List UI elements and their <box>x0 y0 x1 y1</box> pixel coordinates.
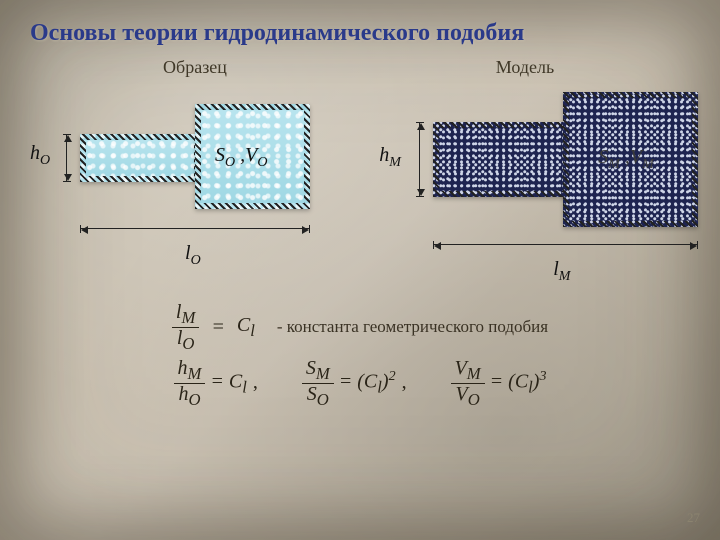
diagrams-row: hО SО ,VО lО hМ <box>30 86 690 296</box>
slide-content: Основы теории гидродинамического подобия… <box>0 0 720 540</box>
dim-h-model <box>419 122 429 197</box>
model-left-block <box>433 122 573 197</box>
dim-l-model <box>433 244 698 254</box>
var-lO: lО <box>185 242 201 269</box>
formula-row-2: hМ hО = Cl, SМ SО = (Cl)2, VМ VО = (Cl)3 <box>30 358 690 408</box>
formula-f3: SМ SО = (Cl)2, <box>302 358 413 408</box>
var-lM: lМ <box>553 258 570 285</box>
dim-h-sample <box>66 134 76 182</box>
label-model: Модель <box>360 57 690 78</box>
page-number: 27 <box>687 510 700 526</box>
var-hO: hО <box>30 142 50 169</box>
label-sample: Образец <box>30 57 360 78</box>
diagram-model: hМ SМ ,VМ lМ <box>373 86 690 296</box>
var-hM: hМ <box>379 144 401 171</box>
dim-l-sample <box>80 228 310 238</box>
var-SVO: SО ,VО <box>215 144 267 171</box>
formula-f1: lМ lО = Cl - константа геометрического п… <box>30 302 690 352</box>
diagram-sample: hО SО ,VО lО <box>30 86 347 296</box>
eq-sign: = <box>211 316 225 339</box>
formula-f4: VМ VО = (Cl)3 <box>451 358 547 408</box>
diagram-labels-row: Образец Модель <box>30 57 690 78</box>
frac-f1: lМ lО <box>172 302 199 352</box>
f1-note: - константа геометрического подобия <box>277 317 548 337</box>
formula-f2: hМ hО = Cl, <box>174 358 264 408</box>
f1-rhs: Cl <box>237 314 255 341</box>
f3-exp: 2 <box>389 369 396 384</box>
formula-block: lМ lО = Cl - константа геометрического п… <box>30 302 690 408</box>
slide-title: Основы теории гидродинамического подобия <box>30 20 690 47</box>
f4-exp: 3 <box>539 369 546 384</box>
sub-hO: О <box>40 153 50 168</box>
sample-left-block <box>80 134 200 182</box>
var-SVM: SМ ,VМ <box>598 146 654 173</box>
